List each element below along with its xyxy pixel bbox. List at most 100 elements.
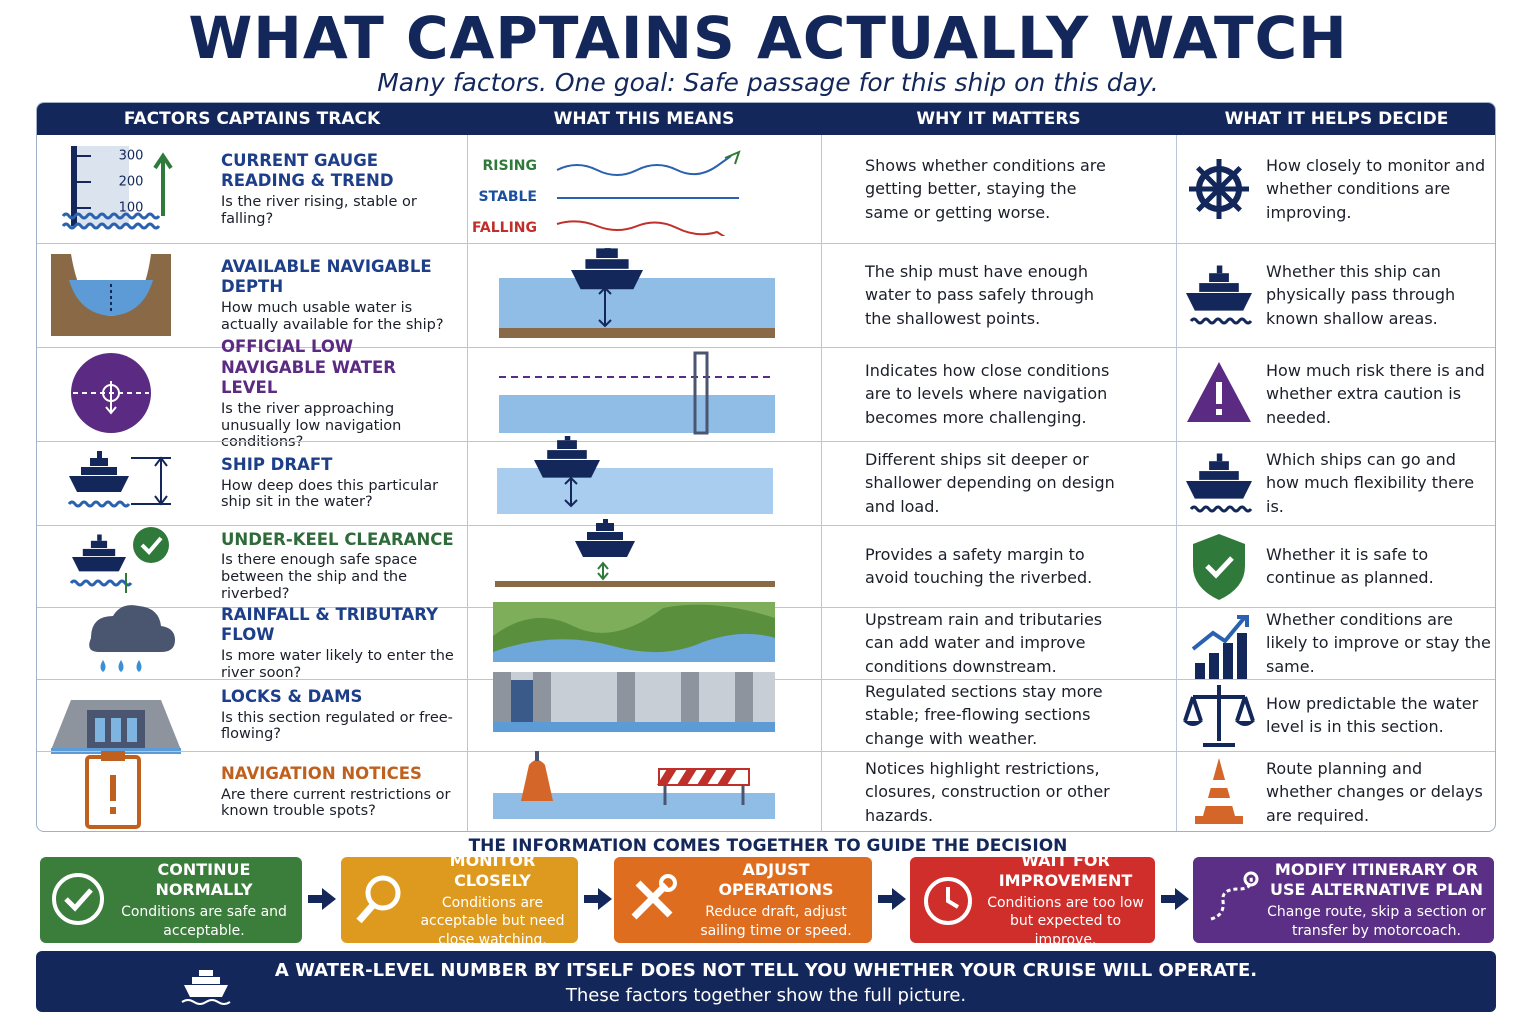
decision-step: CONTINUE NORMALLY Conditions are safe and… — [40, 857, 302, 943]
decide-icon-svg — [1183, 685, 1255, 747]
factor-cell: LOCKS & DAMS Is this section regulated or… — [221, 679, 457, 751]
why-cell: Upstream rain and tributaries can add wa… — [865, 607, 1125, 679]
meaning-svg — [497, 432, 773, 514]
decide-cell: How much risk there is and whether extra… — [1266, 347, 1492, 441]
factor-text: OFFICIAL LOW NAVIGABLE WATER LEVEL Is the… — [221, 337, 457, 451]
step-title: ADJUST OPERATIONS — [718, 860, 834, 900]
factor-title: UNDER-KEEL CLEARANCE — [221, 529, 454, 549]
decide-cell: Which ships can go and how much flexibil… — [1266, 441, 1492, 525]
meaning-visual — [467, 745, 821, 831]
column-header: WHY IT MATTERS — [821, 103, 1176, 135]
why-cell: Indicates how close conditions are to le… — [865, 347, 1125, 441]
factor-text: UNDER-KEEL CLEARANCE Is there enough safe… — [221, 530, 457, 603]
why-text: Provides a safety margin to avoid touchi… — [865, 544, 1093, 587]
gauge-label: 200 — [119, 175, 144, 190]
decide-icon-svg — [1186, 453, 1253, 513]
factor-cell: AVAILABLE NAVIGABLE DEPTH How much usable… — [221, 243, 457, 347]
step-description: Conditions are too low but expected to i… — [987, 895, 1144, 948]
factor-question: Is this section regulated or free-flowin… — [221, 709, 453, 743]
row-divider — [37, 347, 1495, 348]
step-text: MONITOR CLOSELY Conditions are acceptable… — [411, 851, 570, 949]
factor-icon-svg — [69, 527, 169, 593]
gauge-label: 300 — [119, 149, 144, 164]
step-description: Conditions are acceptable but need close… — [420, 895, 565, 948]
factor-text: CURRENT GAUGE READING & TREND Is the rive… — [221, 151, 457, 228]
row-divider — [37, 525, 1495, 526]
step-description: Change route, skip a section or transfer… — [1267, 904, 1486, 939]
step-title: MONITOR CLOSELY — [449, 851, 536, 891]
why-text: Shows whether conditions are getting bet… — [865, 156, 1106, 222]
decide-text: Whether this ship can physically pass th… — [1266, 262, 1456, 328]
subtitle: Many factors. One goal: Safe passage for… — [377, 68, 1159, 97]
factor-text: SHIP DRAFT How deep does this particular … — [221, 455, 457, 511]
step-arrow — [306, 886, 338, 916]
step-description: Reduce draft, adjust sailing time or spe… — [700, 904, 852, 939]
factor-question: Is the river rising, stable or falling? — [221, 193, 417, 227]
column-header: WHAT THIS MEANS — [467, 103, 821, 135]
footer-icon — [181, 970, 231, 1005]
step-title: CONTINUE NORMALLY — [155, 860, 253, 900]
meaning-visual — [467, 596, 821, 694]
factor-question: Is there enough safe space between the s… — [221, 552, 418, 602]
decide-text: How much risk there is and whether extra… — [1266, 361, 1485, 427]
decide-icon — [1179, 603, 1259, 687]
why-text: Indicates how close conditions are to le… — [865, 361, 1110, 427]
factor-icon-svg — [67, 451, 171, 508]
arrow-svg — [878, 888, 906, 910]
factor-cell: RAINFALL & TRIBUTARY FLOW Is more water l… — [221, 604, 457, 681]
factor-icon — [51, 438, 181, 532]
decide-cell: Whether conditions are likely to improve… — [1266, 607, 1492, 679]
factor-question: Are there current restrictions or known … — [221, 786, 451, 820]
factor-icon — [51, 670, 181, 764]
meaning-visual: RISING STABLE FALLING — [467, 142, 821, 243]
decision-step: WAIT FOR IMPROVEMENT Conditions are too l… — [910, 851, 1155, 948]
why-cell: The ship must have enough water to pass … — [865, 243, 1125, 347]
step-title: WAIT FOR IMPROVEMENT — [998, 851, 1133, 891]
footer-line1: A WATER-LEVEL NUMBER BY ITSELF DOES NOT … — [274, 960, 1258, 981]
decision-step: ADJUST OPERATIONS Reduce draft, adjust sa… — [614, 857, 872, 943]
why-cell: Different ships sit deeper or shallower … — [865, 441, 1125, 525]
decide-icon — [1179, 752, 1259, 831]
decision-heading: THE INFORMATION COMES TOGETHER TO GUIDE … — [468, 836, 1068, 856]
decide-icon-svg — [1191, 615, 1249, 679]
factor-title: CURRENT GAUGE READING & TREND — [221, 150, 394, 191]
factor-question: How deep does this particular ship sit i… — [221, 477, 439, 511]
decide-icon — [1179, 675, 1259, 759]
icon-label: FALLING — [472, 220, 537, 236]
footer: A WATER-LEVEL NUMBER BY ITSELF DOES NOT … — [36, 951, 1496, 1012]
meaning-visual — [467, 347, 821, 445]
meaning-visual — [467, 668, 821, 766]
step-icon — [1210, 871, 1259, 921]
column-divider — [467, 135, 468, 831]
arrow-svg — [1161, 888, 1189, 910]
column-divider — [821, 135, 822, 831]
row-divider — [37, 751, 1495, 752]
factor-title: RAINFALL & TRIBUTARY FLOW — [221, 604, 439, 645]
factor-question: How much usable water is actually availa… — [221, 299, 444, 333]
factor-text: NAVIGATION NOTICES Are there current rest… — [221, 764, 457, 820]
factor-title: NAVIGATION NOTICES — [221, 764, 422, 784]
footer-line2: These factors together show the full pic… — [565, 985, 967, 1006]
factor-title: SHIP DRAFT — [221, 455, 333, 475]
decide-icon — [1179, 149, 1259, 233]
step-icon — [356, 875, 401, 924]
decide-icon-svg — [1187, 362, 1251, 422]
step-text: ADJUST OPERATIONS Reduce draft, adjust sa… — [684, 860, 864, 939]
factor-icon: 300 200 100 — [51, 144, 181, 238]
meaning-svg — [493, 602, 775, 662]
factor-icon — [51, 250, 181, 344]
factor-title: AVAILABLE NAVIGABLE DEPTH — [221, 256, 432, 297]
why-text: Upstream rain and tributaries can add wa… — [865, 610, 1103, 676]
step-icon — [52, 873, 104, 925]
meaning-svg — [493, 751, 775, 819]
step-title: MODIFY ITINERARY OR USE ALTERNATIVE PLAN — [1269, 860, 1484, 900]
factor-title: OFFICIAL LOW NAVIGABLE WATER LEVEL — [221, 337, 396, 398]
factor-cell: CURRENT GAUGE READING & TREND Is the rive… — [221, 135, 457, 243]
decide-text: Route planning and whether changes or de… — [1266, 759, 1483, 825]
decide-cell: Whether it is safe to continue as planne… — [1266, 525, 1492, 607]
factor-question: Is more water likely to enter the river … — [221, 647, 454, 681]
factor-cell: UNDER-KEEL CLEARANCE Is there enough safe… — [221, 525, 457, 607]
decide-icon-svg — [1195, 758, 1243, 824]
step-icon — [924, 877, 972, 925]
